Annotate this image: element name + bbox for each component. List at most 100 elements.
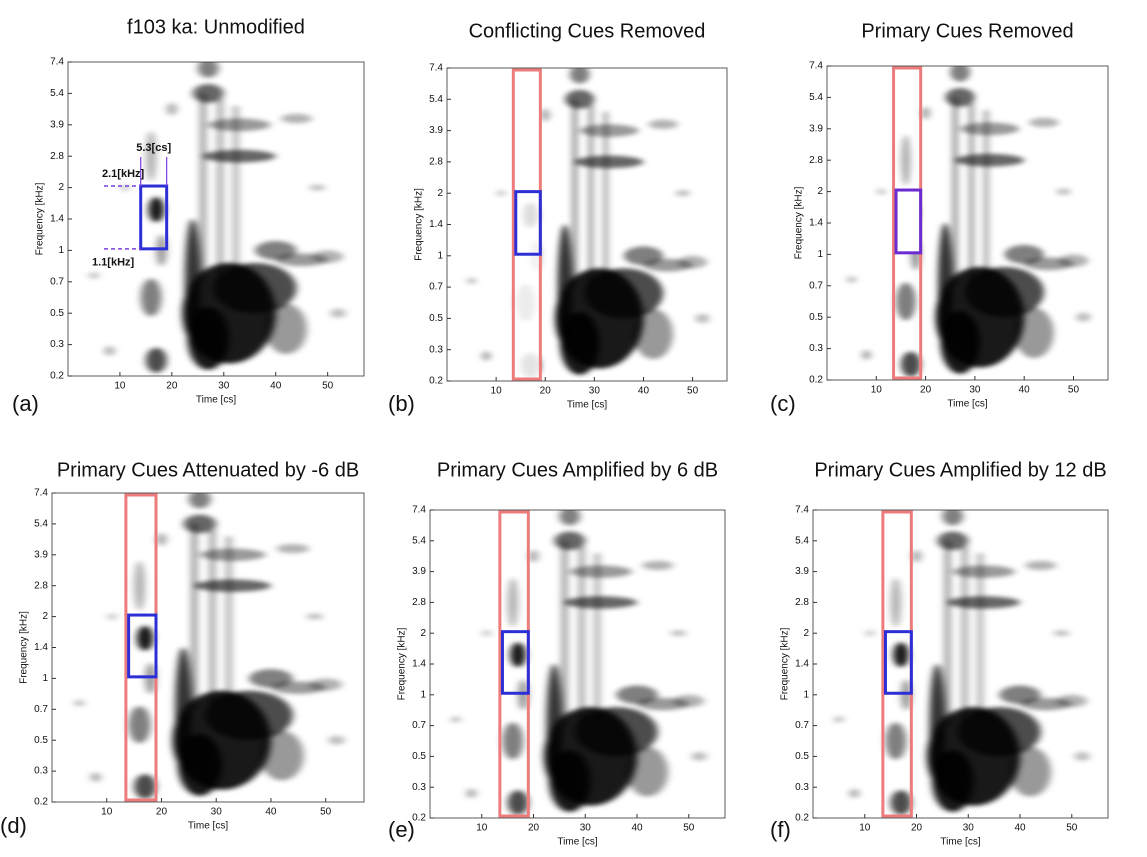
y-tick-label: 2.8 [34,580,48,591]
x-tick-label: 10 [859,823,871,834]
y-tick-label: 7.4 [50,57,64,68]
x-tick-label: 20 [528,823,540,834]
x-tick-label: 20 [166,381,178,392]
primary-cue-box [500,630,530,695]
y-tick-label: 0.2 [34,797,48,808]
y-tick-label: 0.5 [795,751,809,762]
primary-cue-box [139,184,169,251]
y-tick-label: 7.4 [412,505,426,516]
x-tick-label: 20 [911,823,923,834]
y-tick-label: 3.9 [809,123,823,134]
annotation: 1.1[kHz] [92,257,135,269]
panel-title: Conflicting Cues Removed [469,20,706,42]
y-tick-label: 5.4 [50,88,64,99]
y-tick-label: 1 [437,250,443,261]
x-axis-label: Time [cs] [188,821,228,832]
spectrogram [834,507,1090,815]
y-tick-label: 5.4 [795,535,809,546]
y-tick-label: 0.5 [50,308,64,319]
y-tick-label: 0.3 [795,782,809,793]
primary-cue-box [894,188,923,255]
panel-label: (f) [770,817,791,842]
spectrogram [847,63,1091,377]
y-tick-label: 0.2 [809,375,823,386]
x-axis-label: Time [cs] [196,395,236,406]
x-tick-label: 50 [683,823,695,834]
y-tick-label: 0.3 [809,343,823,354]
y-tick-label: 5.4 [34,519,48,530]
y-tick-label: 2 [437,188,443,199]
y-tick-label: 0.2 [50,371,64,382]
panel-label: (d) [0,813,27,838]
spectrogram [74,490,345,799]
panel-label: (b) [388,391,415,416]
x-tick-label: 20 [156,807,168,818]
panel-title: Primary Cues Attenuated by -6 dB [57,459,359,481]
x-tick-label: 40 [1014,823,1026,834]
removed-region [893,190,921,253]
y-tick-label: 1 [420,689,426,700]
x-tick-label: 50 [1066,823,1078,834]
y-tick-label: 5.4 [412,535,426,546]
panel-title: f103 ka: Unmodified [127,16,305,38]
spectrogram [451,507,707,815]
y-axis-label: Frequency [kHz] [35,182,46,255]
y-tick-label: 0.5 [809,312,823,323]
y-tick-label: 0.3 [50,339,64,350]
panel-title: Primary Cues Amplified by 6 dB [437,459,718,481]
y-tick-label: 1.4 [429,219,443,230]
y-tick-label: 0.3 [429,344,443,355]
x-tick-label: 40 [265,807,277,818]
y-tick-label: 1.4 [809,218,823,229]
y-tick-label: 5.4 [809,92,823,103]
x-tick-label: 30 [211,807,223,818]
x-tick-label: 30 [589,386,601,397]
y-tick-label: 0.2 [429,376,443,387]
y-tick-label: 0.7 [34,704,48,715]
y-tick-label: 7.4 [795,505,809,516]
primary-cue-box [127,613,158,679]
x-tick-label: 10 [114,381,126,392]
y-tick-label: 0.7 [412,720,426,731]
y-axis-label: Frequency [kHz] [794,186,805,259]
y-tick-label: 1 [42,673,48,684]
panel-label: (c) [770,391,796,416]
spectrogram [467,65,710,378]
y-tick-label: 0.7 [50,276,64,287]
primary-cue-box [514,190,542,256]
y-tick-label: 3.9 [34,549,48,560]
y-tick-label: 3.9 [50,119,64,130]
y-tick-label: 3.9 [429,125,443,136]
y-tick-label: 5.4 [429,94,443,105]
y-tick-label: 0.5 [429,313,443,324]
y-tick-label: 0.7 [429,282,443,293]
x-tick-label: 10 [491,386,503,397]
y-tick-label: 3.9 [795,566,809,577]
x-tick-label: 20 [920,385,932,396]
panel-title: Primary Cues Removed [861,20,1073,42]
panel-label: (e) [388,817,415,842]
x-tick-label: 50 [687,386,699,397]
y-tick-label: 2.8 [50,151,64,162]
y-axis-label: Frequency [kHz] [780,627,791,700]
y-tick-label: 2.8 [795,597,809,608]
y-axis-label: Frequency [kHz] [414,188,425,261]
y-tick-label: 0.5 [34,735,48,746]
y-tick-label: 1 [817,249,823,260]
y-tick-label: 0.7 [809,280,823,291]
x-tick-label: 30 [969,385,981,396]
y-tick-label: 0.5 [412,751,426,762]
x-tick-label: 40 [638,386,650,397]
y-tick-label: 2 [58,182,64,193]
x-tick-label: 10 [871,385,883,396]
y-tick-label: 0.3 [412,782,426,793]
spectrogram [89,59,346,373]
x-tick-label: 30 [580,823,592,834]
x-tick-label: 10 [101,807,113,818]
y-tick-label: 2.8 [429,157,443,168]
y-tick-label: 1 [803,689,809,700]
y-axis-label: Frequency [kHz] [397,627,408,700]
x-tick-label: 50 [320,807,332,818]
y-tick-label: 2 [42,611,48,622]
